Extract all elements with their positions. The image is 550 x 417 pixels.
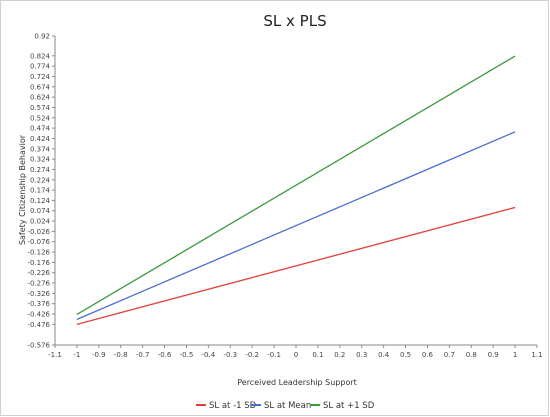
y-tick-label: 0.224	[30, 176, 51, 184]
x-tick-label: 0	[294, 351, 298, 359]
x-tick-label: 0.8	[466, 351, 477, 359]
x-tick-label: -0.5	[180, 351, 194, 359]
x-tick-label: 0.1	[312, 351, 323, 359]
series-line-1	[76, 206, 516, 325]
y-tick-label: 0.374	[30, 145, 51, 153]
y-tick-label: 0.524	[30, 114, 51, 122]
y-tick-label: -0.076	[27, 238, 50, 246]
y-tick-label: 0.624	[30, 94, 51, 102]
y-tick-label: 0.774	[30, 63, 51, 71]
y-tick-label: -0.026	[27, 228, 50, 236]
x-tick-label: 0.6	[422, 351, 434, 359]
x-tick-label: -0.3	[223, 351, 237, 359]
y-tick-label: 0.174	[30, 187, 51, 195]
y-tick-label: -0.126	[27, 249, 50, 257]
x-tick-label: 0.2	[334, 351, 345, 359]
series-line-2	[76, 131, 516, 320]
y-tick-label: 0.824	[30, 52, 51, 60]
legend-label: SL at +1 SD	[323, 401, 375, 411]
y-tick-label: -0.576	[27, 342, 50, 350]
legend-label: SL at -1 SD	[209, 401, 257, 411]
x-tick-label: -0.8	[114, 351, 128, 359]
x-tick-label: 0.9	[488, 351, 499, 359]
y-tick-label: 0.574	[30, 104, 51, 112]
y-tick-label: 0.024	[30, 218, 51, 226]
x-tick-label: 0.3	[356, 351, 367, 359]
x-tick-label: -0.7	[136, 351, 150, 359]
x-tick-label: -0.1	[267, 351, 281, 359]
y-tick-label: -0.476	[27, 321, 50, 329]
y-tick-label: 0.474	[30, 125, 51, 133]
y-tick-label: -0.276	[27, 280, 50, 288]
y-tick-label: -0.176	[27, 259, 50, 267]
x-tick-label: -1	[73, 351, 80, 359]
x-tick-label: -0.2	[245, 351, 259, 359]
plot-area: -0.576 -0.476 -0.426 -0.376 -0.326 -0.276 -0.2…	[27, 33, 542, 360]
series-line-3	[76, 55, 516, 315]
y-tick-label: 0.124	[30, 197, 51, 205]
y-tick-label: -0.326	[27, 290, 50, 298]
legend: SL at -1 SD SL at Mean SL at +1 SD	[196, 401, 375, 411]
x-tick-label: 1	[513, 351, 517, 359]
y-tick-label: 0.424	[30, 135, 51, 143]
y-tick-label: -0.226	[27, 269, 50, 277]
y-tick-label: 0.324	[30, 156, 51, 164]
y-tick-label: 0.274	[30, 166, 51, 174]
x-tick-label: 0.7	[444, 351, 455, 359]
legend-label: SL at Mean	[264, 401, 311, 411]
x-axis-label: Perceived Leadership Support	[237, 378, 357, 387]
x-tick-label: 0.5	[400, 351, 411, 359]
y-axis-label: Safety Citizenship Behavior	[18, 134, 27, 245]
x-tick-label: 0.4	[378, 351, 390, 359]
x-tick-label: -1.1	[48, 351, 62, 359]
y-tick-label: 0.724	[30, 73, 51, 81]
y-tick-label: 0.92	[34, 33, 50, 41]
x-tick-label: -0.4	[202, 351, 216, 359]
y-tick-label: 0.674	[30, 83, 51, 91]
x-tick-label: -0.6	[158, 351, 172, 359]
chart-title: SL x PLS	[263, 12, 326, 30]
y-tick-label: 0.074	[30, 207, 51, 215]
y-tick-label: -0.376	[27, 300, 50, 308]
y-tick-label: -0.426	[27, 311, 50, 319]
x-tick-label: 1.1	[531, 351, 542, 359]
x-tick-label: -0.9	[92, 351, 106, 359]
